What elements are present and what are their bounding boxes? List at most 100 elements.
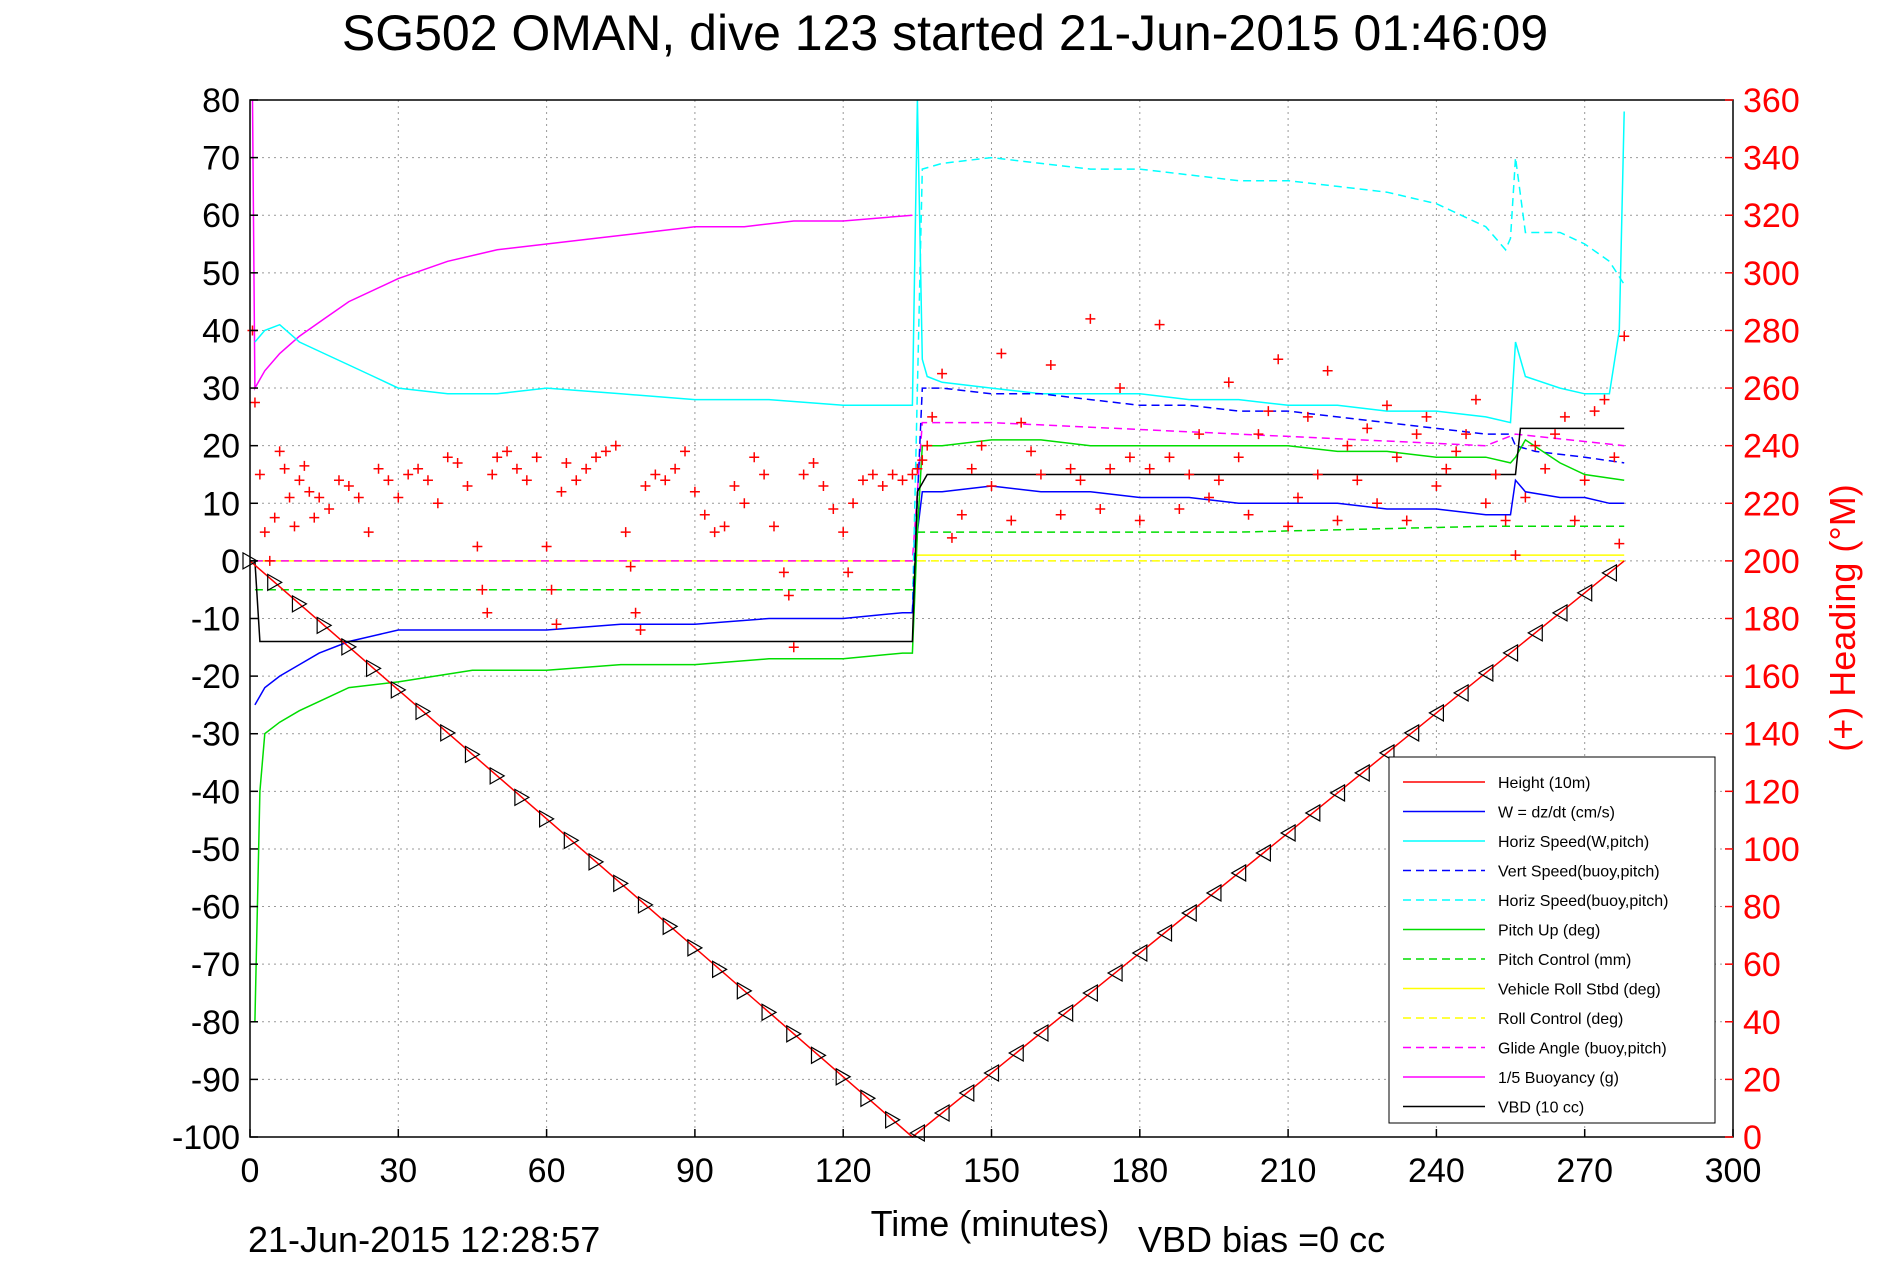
- depth-marker: [1082, 983, 1098, 1003]
- y-tick-label: -20: [191, 658, 240, 696]
- heading-point: [680, 446, 691, 457]
- y-tick-label: 30: [202, 370, 240, 408]
- footer-timestamp: 21-Jun-2015 12:28:57: [248, 1219, 600, 1260]
- heading-point: [1105, 463, 1116, 474]
- heading-point: [531, 452, 542, 463]
- heading-point: [650, 469, 661, 480]
- heading-point: [546, 584, 557, 595]
- heading-point: [289, 521, 300, 532]
- heading-point: [818, 480, 829, 491]
- heading-point: [1451, 446, 1462, 457]
- heading-point: [1490, 469, 1501, 480]
- x-tick-label: 30: [379, 1152, 417, 1190]
- depth-marker: [933, 1103, 950, 1123]
- heading-point: [556, 486, 567, 497]
- x-axis-label: Time (minutes): [871, 1203, 1110, 1244]
- depth-marker: [958, 1083, 975, 1103]
- heading-point: [1124, 452, 1135, 463]
- heading-point: [1035, 469, 1046, 480]
- depth-marker: [1403, 723, 1420, 742]
- heading-point: [1154, 319, 1165, 330]
- heading-markers: [247, 313, 1630, 653]
- depth-marker: [761, 1003, 778, 1022]
- legend-items: Height (10m) W = dz/dt (cm/s) Horiz Speed(…: [1403, 775, 1668, 1117]
- heading-point: [709, 527, 720, 538]
- y-right-tick-label: 320: [1743, 197, 1800, 235]
- heading-point: [927, 411, 938, 422]
- series-1-5-buoyancy-g: [251, 99, 913, 391]
- heading-point: [1431, 480, 1442, 491]
- heading-point: [1144, 463, 1155, 474]
- legend-label: Pitch Control (mm): [1498, 952, 1631, 969]
- legend-label: 1/5 Buoyancy (g): [1498, 1070, 1619, 1087]
- y-right-tick-label: 100: [1743, 831, 1800, 869]
- heading-point: [996, 348, 1007, 359]
- heading-point: [1362, 423, 1373, 434]
- heading-point: [1530, 440, 1541, 451]
- y-tick-label: 50: [202, 255, 240, 293]
- heading-point: [422, 475, 433, 486]
- heading-point: [1283, 521, 1294, 532]
- heading-point: [304, 486, 315, 497]
- depth-marker: [1304, 803, 1321, 822]
- depth-marker: [316, 616, 333, 635]
- heading-point: [843, 567, 854, 578]
- heading-point: [828, 504, 839, 515]
- heading-point: [1441, 463, 1452, 474]
- depth-marker: [637, 895, 654, 914]
- heading-point: [413, 463, 424, 474]
- depth-marker: [539, 809, 555, 828]
- depth-marker: [1378, 743, 1395, 762]
- heading-point: [373, 463, 384, 474]
- depth-markers: [242, 551, 1618, 1143]
- y-right-tick-label: 160: [1743, 658, 1800, 696]
- heading-point: [1510, 550, 1521, 561]
- heading-point: [1055, 509, 1066, 520]
- y-tick-label: -30: [191, 716, 240, 754]
- legend-label: W = dz/dt (cm/s): [1498, 805, 1615, 822]
- y-right-tick-label: 180: [1743, 601, 1800, 639]
- heading-point: [1559, 411, 1570, 422]
- heading-point: [561, 457, 572, 468]
- depth-marker: [860, 1089, 877, 1108]
- legend-label: Horiz Speed(W,pitch): [1498, 834, 1649, 851]
- depth-marker: [687, 938, 704, 957]
- depth-marker: [1354, 763, 1370, 782]
- series-horiz-speed-buoy-pitch: [911, 156, 1625, 613]
- depth-marker: [1008, 1043, 1024, 1063]
- y-right-tick-label: 40: [1743, 1004, 1781, 1042]
- depth-marker: [464, 745, 481, 764]
- heading-point: [759, 469, 770, 480]
- depth-marker: [1057, 1003, 1074, 1023]
- heading-point: [857, 475, 868, 486]
- y-right-tick-label: 20: [1743, 1061, 1781, 1099]
- y-tick-label: 70: [202, 140, 240, 178]
- heading-point: [299, 460, 310, 471]
- heading-point: [343, 480, 354, 491]
- y-tick-label: -90: [191, 1061, 240, 1099]
- heading-point: [670, 463, 681, 474]
- depth-marker: [1428, 703, 1444, 722]
- depth-marker: [1527, 623, 1543, 642]
- heading-point: [600, 446, 611, 457]
- depth-marker: [1601, 563, 1618, 582]
- depth-marker: [835, 1067, 852, 1086]
- depth-marker: [267, 573, 283, 592]
- depth-marker: [489, 766, 506, 785]
- y-tick-label: -80: [191, 1004, 240, 1042]
- heading-point: [487, 469, 498, 480]
- x-tick-label: 60: [528, 1152, 566, 1190]
- depth-marker: [1502, 643, 1519, 662]
- heading-point: [630, 607, 641, 618]
- depth-marker: [563, 831, 580, 850]
- y-tick-label: -70: [191, 946, 240, 984]
- heading-point: [442, 452, 453, 463]
- heading-point: [1085, 313, 1096, 324]
- heading-point: [788, 642, 799, 653]
- depth-marker: [885, 1110, 901, 1129]
- heading-point: [1589, 406, 1600, 417]
- x-axis-ticks: 0 30 60 90 120 150 180 210 240 270 300: [241, 1129, 1761, 1190]
- heading-point: [1026, 446, 1037, 457]
- legend-label: Horiz Speed(buoy,pitch): [1498, 893, 1668, 910]
